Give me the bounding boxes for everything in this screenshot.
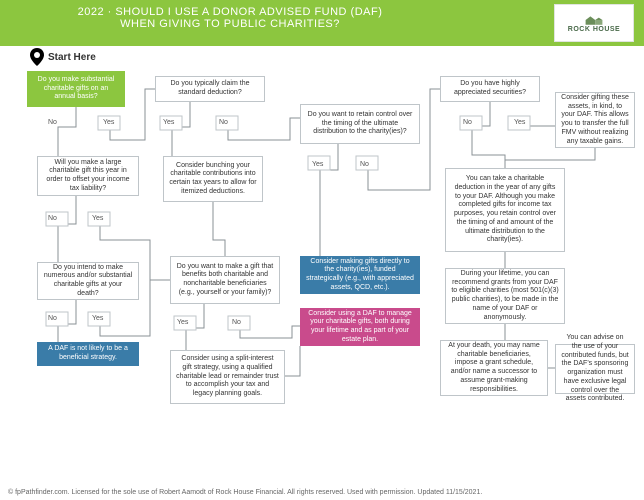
logo: ROCK HOUSE [554, 4, 634, 42]
flowchart-node-n9: Do you intend to make numerous and/or su… [37, 262, 139, 300]
flowchart-node-n5: Consider gifting these assets, in kind, … [555, 92, 635, 148]
flowchart-node-n15: Consider using a split-interest gift str… [170, 350, 285, 404]
edge-4 [472, 102, 505, 168]
flowchart-node-n12: Consider using a DAF to manage your char… [300, 308, 420, 346]
footer-text: © fpPathfinder.com. Licensed for the sol… [8, 489, 482, 496]
header: 2022 · SHOULD I USE A DONOR ADVISED FUND… [0, 0, 644, 46]
edge-label-2: Yes [163, 119, 175, 126]
edge-label-7: Yes [312, 161, 324, 168]
edge-0 [58, 107, 76, 156]
flowchart-node-n16: At your death, you may name charitable b… [440, 340, 548, 396]
flowchart-node-n7: Consider bunching your charitable contri… [163, 156, 263, 202]
flowchart-node-n2: Do you typically claim the standard dedu… [155, 76, 265, 102]
header-title-2: WHEN GIVING TO PUBLIC CHARITIES? [20, 18, 440, 30]
flowchart-node-n11: Consider making gifts directly to the ch… [300, 256, 420, 294]
edge-label-9: No [48, 215, 57, 222]
house-icon [582, 14, 606, 26]
flowchart-node-n17: You can advise on the use of your contri… [555, 344, 635, 394]
flowchart-node-n10: Do you want to make a gift that benefits… [170, 256, 280, 304]
edge-label-0: No [48, 119, 57, 126]
header-title-1: 2022 · SHOULD I USE A DONOR ADVISED FUND… [20, 6, 440, 18]
edge-19 [285, 346, 300, 376]
edge-label-4: No [463, 119, 472, 126]
edge-6 [505, 148, 595, 168]
edge-label-10: Yes [92, 215, 104, 222]
edge-9 [58, 196, 76, 262]
flowchart-node-n8: You can take a charitable deduction in t… [445, 168, 565, 252]
edge-label-14: Yes [177, 319, 189, 326]
edge-11 [213, 202, 225, 256]
edge-label-15: No [232, 319, 241, 326]
flowchart-node-n1: Do you make substantial charitable gifts… [27, 71, 125, 107]
edge-3 [228, 118, 300, 140]
edge-label-13: Yes [92, 315, 104, 322]
flowchart-node-n4: Do you have highly appreciated securitie… [440, 76, 540, 102]
logo-text: ROCK HOUSE [568, 26, 620, 33]
flowchart-node-n3: Do you want to retain control over the t… [300, 104, 420, 144]
edge-label-12: No [48, 315, 57, 322]
edge-label-8: No [360, 161, 369, 168]
flowchart-node-n6: Will you make a large charitable gift th… [37, 156, 139, 196]
edge-label-5: Yes [514, 119, 526, 126]
edge-label-3: No [219, 119, 228, 126]
flowchart-node-n14: A DAF is not likely to be a beneficial s… [37, 342, 139, 366]
edge-label-1: Yes [103, 119, 115, 126]
flowchart-node-n13: During your lifetime, you can recommend … [445, 268, 565, 324]
